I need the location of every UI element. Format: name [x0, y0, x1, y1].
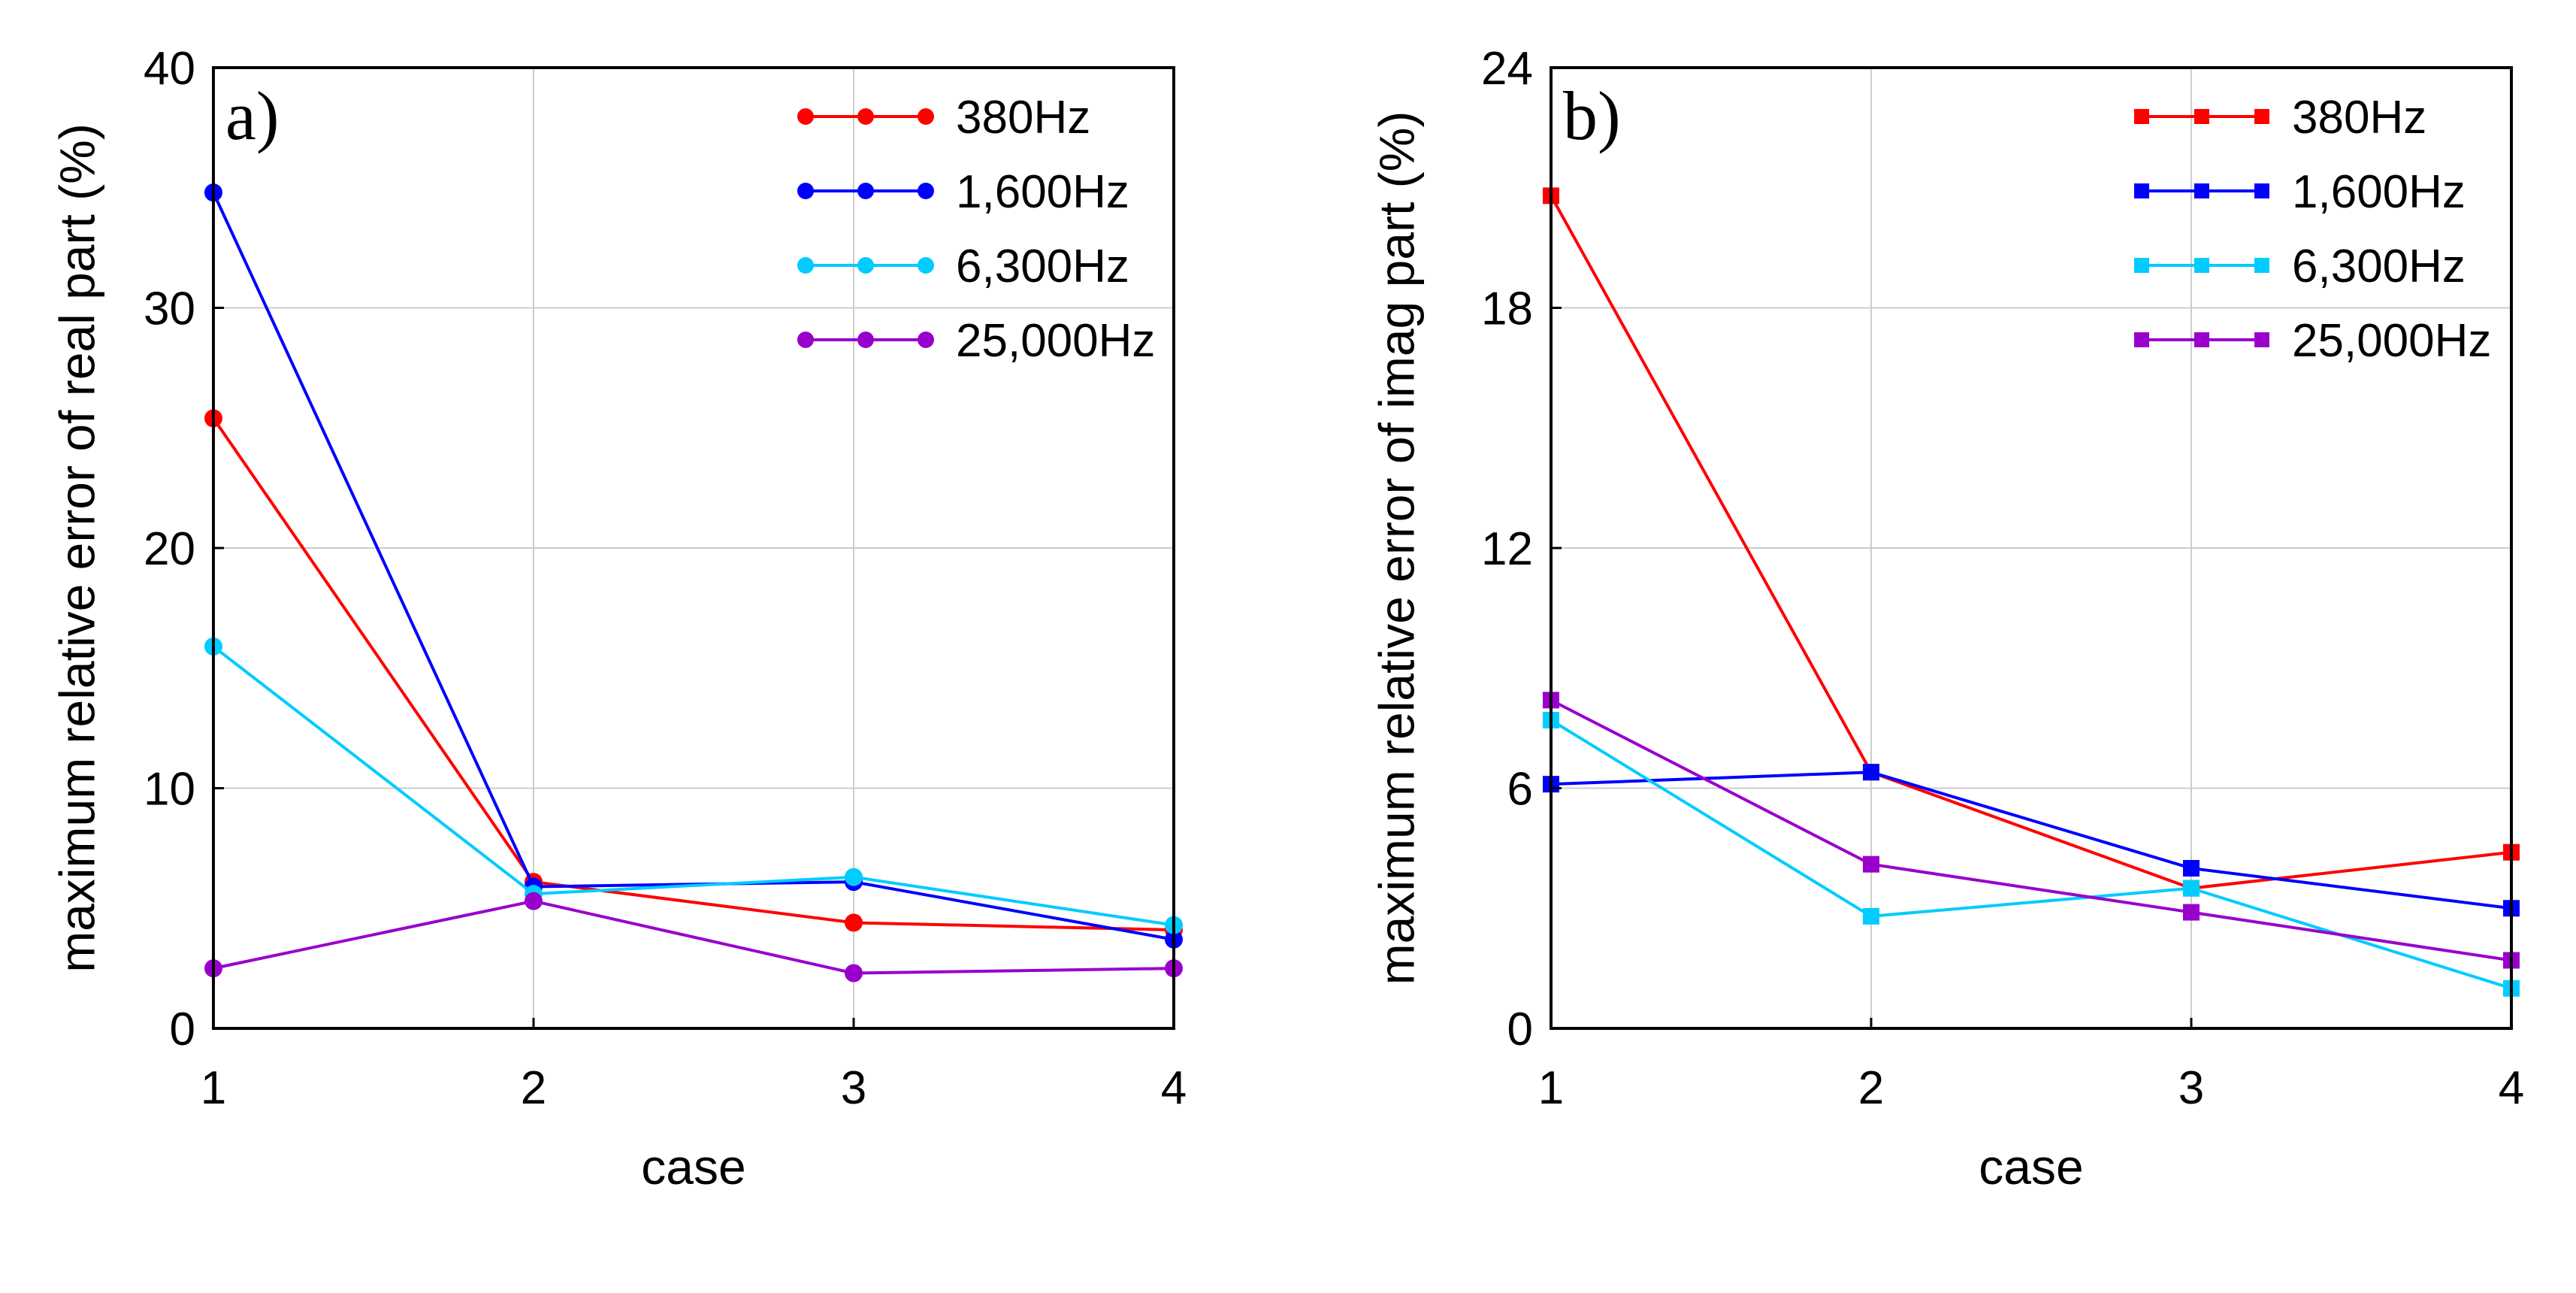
data-point-6300hz-b — [2183, 880, 2200, 897]
y-tick-label-a: 0 — [170, 1004, 195, 1055]
y-tick-label-b: 0 — [1507, 1004, 1533, 1055]
legend-swatch-marker-6300hz-b — [2134, 258, 2149, 273]
y-tick-label-b: 6 — [1507, 764, 1533, 816]
x-tick-label-b: 3 — [2178, 1062, 2204, 1114]
y-axis-label-a: maximum relative error of real part (%) — [49, 123, 104, 973]
legend-swatch-marker-1600hz-a — [857, 183, 874, 199]
data-point-380hz-a — [845, 913, 863, 932]
series-line-380hz-a — [212, 417, 1175, 932]
legend-swatch-marker-380hz-b — [2254, 109, 2269, 124]
legend-swatch-marker-25000hz-a — [797, 332, 814, 348]
y-tick-label-a: 10 — [144, 764, 195, 816]
y-tick-label-a: 20 — [144, 523, 195, 575]
legend-swatch-marker-1600hz-b — [2194, 183, 2209, 198]
series-line-25000hz-b — [1550, 698, 2512, 962]
data-point-25000hz-b — [2183, 904, 2200, 921]
data-point-25000hz-a — [525, 892, 543, 910]
series-line-25000hz-a — [213, 899, 1175, 975]
series-line-380hz-b — [1550, 195, 2512, 890]
grid-b — [1551, 68, 2511, 1028]
data-point-25000hz-a — [845, 964, 863, 983]
x-tick-label-b: 2 — [1858, 1062, 1884, 1114]
data-point-1600hz-b — [2183, 860, 2200, 877]
y-tick-label-b: 18 — [1481, 283, 1533, 335]
legend-swatch-marker-380hz-b — [2194, 109, 2209, 124]
legend-swatch-marker-25000hz-b — [2254, 332, 2269, 347]
legend-swatch-marker-380hz-a — [857, 108, 874, 125]
x-axis-label-b: case — [1979, 1139, 2083, 1195]
series-line-6300hz-a — [212, 645, 1175, 927]
legend-swatch-marker-1600hz-a — [918, 183, 934, 199]
legend-swatch-marker-1600hz-b — [2254, 183, 2269, 198]
y-tick-label-b: 12 — [1481, 523, 1533, 575]
legend-swatch-marker-6300hz-a — [797, 257, 814, 274]
legend-swatch-marker-6300hz-a — [918, 257, 934, 274]
y-tick-label-b: 24 — [1481, 43, 1533, 95]
y-axis-label-b: maximum relative error of imag part (%) — [1368, 111, 1424, 986]
y-tick-label-a: 30 — [144, 283, 195, 335]
x-tick-label-b: 4 — [2499, 1062, 2524, 1114]
legend-swatch-marker-25000hz-b — [2134, 332, 2149, 347]
legend-b: 380Hz 1,600Hz 6,300Hz 25,000Hz — [2134, 92, 2491, 367]
x-tick-label-a: 4 — [1161, 1062, 1187, 1114]
panel-label-b: b) — [1563, 77, 1621, 154]
grid-a — [213, 68, 1174, 1028]
x-tick-label-a: 2 — [521, 1062, 546, 1114]
x-axis-label-a: case — [641, 1139, 745, 1195]
legend-swatch-marker-6300hz-a — [857, 257, 874, 274]
legend-swatch-marker-25000hz-a — [857, 332, 874, 348]
legend-swatch-marker-380hz-a — [797, 108, 814, 125]
data-point-1600hz-b — [1863, 764, 1879, 781]
data-point-6300hz-a — [845, 868, 863, 886]
x-tick-label-b: 1 — [1538, 1062, 1564, 1114]
legend-label-1600hz-a: 1,600Hz — [956, 166, 1129, 218]
legend-swatch-marker-1600hz-a — [797, 183, 814, 199]
series-line-1600hz-b — [1550, 771, 2512, 910]
legend-swatch-marker-6300hz-b — [2194, 258, 2209, 273]
series-line-6300hz-b — [1550, 719, 2512, 990]
data-point-25000hz-b — [1863, 855, 1879, 873]
legend-label-6300hz-b: 6,300Hz — [2292, 241, 2466, 292]
legend-swatch-marker-6300hz-b — [2254, 258, 2269, 273]
legend-label-1600hz-b: 1,600Hz — [2292, 166, 2466, 218]
legend-swatch-marker-380hz-b — [2134, 109, 2149, 124]
data-point-6300hz-b — [1863, 907, 1879, 925]
series-layer-a — [204, 183, 1183, 983]
legend-label-25000hz-a: 25,000Hz — [956, 315, 1155, 367]
legend-a: 380Hz 1,600Hz 6,300Hz 25,000Hz — [797, 92, 1155, 367]
legend-label-6300hz-a: 6,300Hz — [956, 241, 1129, 292]
legend-swatch-marker-1600hz-b — [2134, 183, 2149, 198]
legend-label-25000hz-b: 25,000Hz — [2292, 315, 2491, 367]
series-layer-b — [1543, 187, 2520, 997]
x-tick-label-a: 3 — [841, 1062, 866, 1114]
legend-label-380hz-b: 380Hz — [2292, 92, 2426, 144]
y-tick-label-a: 40 — [144, 43, 195, 95]
legend-swatch-marker-380hz-a — [918, 108, 934, 125]
legend-swatch-marker-25000hz-a — [918, 332, 934, 348]
panel-label-a: a) — [225, 77, 279, 154]
legend-label-380hz-a: 380Hz — [956, 92, 1090, 144]
legend-swatch-marker-25000hz-b — [2194, 332, 2209, 347]
x-tick-label-a: 1 — [201, 1062, 226, 1114]
